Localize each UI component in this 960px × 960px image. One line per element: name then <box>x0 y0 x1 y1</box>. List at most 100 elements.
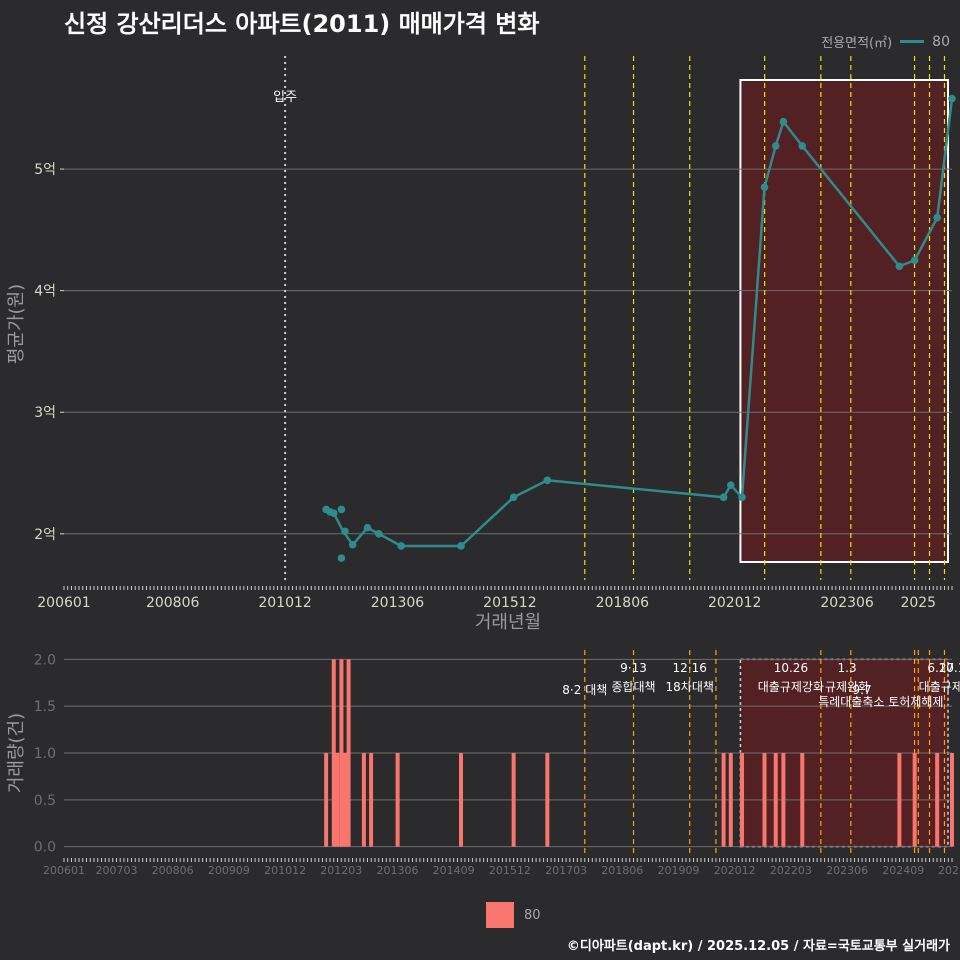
volume-bar <box>346 659 351 847</box>
legend-top: 전용면적(㎡) 80 <box>821 32 950 52</box>
x-tick-label: 201806 <box>596 595 650 611</box>
volume-bar <box>459 753 464 847</box>
policy-date: 12·16 <box>673 661 707 675</box>
volume-bar <box>950 753 954 847</box>
price-point <box>341 527 349 536</box>
price-chart: 2억 3억 4억 5억 입주 200601 200806 201012 201306 201512… <box>6 56 956 633</box>
volume-bar <box>361 753 366 847</box>
move-in-label: 입주 <box>273 90 297 105</box>
y-axis-label: 평균가(원) <box>6 284 27 364</box>
legend-bottom-series: 80 <box>524 907 541 923</box>
x-tick-label: 202012 <box>708 595 761 611</box>
price-point <box>738 493 746 502</box>
x-tick-label: 201306 <box>371 595 425 611</box>
page-title: 신정 강산리더스 아파트(2011) 매매가격 변화 <box>64 10 540 38</box>
policy-name: 8·2 대책 <box>562 682 607 697</box>
price-point <box>779 117 788 126</box>
policy-date: 9·13 <box>620 661 647 675</box>
policy-name: 특례대출축소 토허제해제 <box>818 695 943 709</box>
policy-date: 10.26 <box>774 661 808 675</box>
price-point <box>895 262 904 271</box>
policy-name: 대출규제강화 <box>758 680 824 694</box>
x-tick-label: 200806 <box>152 864 194 877</box>
volume-bar <box>369 753 374 847</box>
legend-line-swatch <box>900 40 925 43</box>
volume-bar <box>395 753 400 847</box>
y-tick-label: 4억 <box>34 284 56 300</box>
x-tick-label: 201909 <box>657 864 699 877</box>
volume-bar <box>800 753 805 847</box>
price-point <box>374 530 383 538</box>
x-tick-label: 200601 <box>37 595 90 611</box>
x-tick-label: 201012 <box>258 595 311 611</box>
x-tick-label: 201012 <box>264 864 306 877</box>
y-tick-label: 2.0 <box>34 652 56 668</box>
volume-bar <box>331 659 336 847</box>
volume-bar <box>773 753 778 847</box>
x-tick-label: 201703 <box>545 864 587 877</box>
credit: ©디아파트(dapt.kr) / 2025.12.05 / 자료=국토교통부 실… <box>566 939 950 954</box>
policy-name: 9.7 <box>853 683 872 697</box>
price-point <box>363 523 372 532</box>
price-point <box>798 142 807 150</box>
legend-top-label: 전용면적(㎡) <box>821 36 893 51</box>
price-point <box>509 493 518 502</box>
volume-bar <box>762 753 767 847</box>
legend-top-series: 80 <box>932 33 950 50</box>
x-tick-label: 202409 <box>882 864 924 877</box>
price-point <box>760 183 769 192</box>
x-tick-label: 200909 <box>208 864 250 877</box>
x-tick-label: 201409 <box>433 864 475 877</box>
volume-bar <box>781 753 786 847</box>
price-point <box>719 493 728 502</box>
price-point <box>457 542 465 550</box>
policy-date: 6.27 <box>927 661 954 675</box>
y-axis-label: 거래량(건) <box>6 713 27 793</box>
highlight-region <box>739 79 949 563</box>
price-point <box>933 213 941 222</box>
x-tick-label: 201512 <box>483 595 536 611</box>
x-tick-label: 201306 <box>376 864 418 877</box>
volume-bar <box>721 753 726 847</box>
volume-bar <box>339 659 344 847</box>
price-point <box>948 94 956 103</box>
x-tick-label: 202306 <box>820 595 874 611</box>
volume-bar <box>740 753 745 847</box>
price-point <box>348 540 357 549</box>
y-tick-label: 1.0 <box>34 746 56 762</box>
price-point <box>397 542 406 550</box>
volume-bar <box>324 753 329 847</box>
x-tick-label: 200601 <box>43 864 85 877</box>
x-axis-label: 거래년월 <box>475 612 541 633</box>
x-tick-label: 2025 <box>900 595 936 611</box>
y-tick-label: 3억 <box>34 405 56 421</box>
x-tick-label: 200703 <box>95 864 137 877</box>
volume-bar <box>897 753 902 847</box>
volume-bar <box>728 753 733 847</box>
x-tick-label: 200806 <box>146 595 200 611</box>
volume-chart: 0.0 0.5 1.0 1.5 2.0 8·2 대책 9·13 종합대책 12·16 18차대책 1… <box>6 650 960 877</box>
y-tick-label: 0.0 <box>34 840 56 856</box>
price-point <box>771 142 780 150</box>
price-point <box>543 476 552 485</box>
policy-name: 규제완화 <box>825 680 869 694</box>
policy-name: 종합대책 <box>611 679 655 694</box>
volume-bar <box>912 753 917 847</box>
y-tick-label: 1.5 <box>34 699 56 715</box>
volume-bar <box>335 753 340 847</box>
legend-bar-swatch <box>486 902 514 928</box>
legend-bottom: 80 <box>486 902 541 928</box>
x-tick-label: 201512 <box>489 864 531 877</box>
x-tick-label: 202012 <box>714 864 756 877</box>
price-point <box>910 256 919 265</box>
price-point <box>337 554 346 562</box>
policy-date: 10.1 <box>939 661 960 675</box>
y-tick-label: 0.5 <box>34 793 56 809</box>
x-tick-label: 201203 <box>320 864 362 877</box>
x-tick-label: 202306 <box>826 864 868 877</box>
price-point <box>337 505 346 514</box>
policy-date: 1.3 <box>838 661 857 675</box>
volume-bar <box>343 753 348 847</box>
price-point <box>726 481 735 489</box>
x-tick-label: 202203 <box>770 864 812 877</box>
